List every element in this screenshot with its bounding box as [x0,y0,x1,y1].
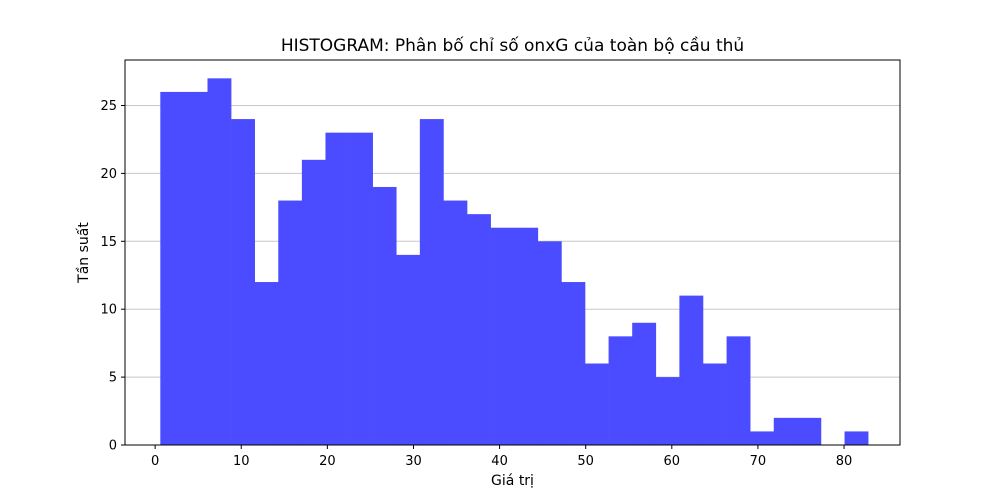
histogram-bar [655,377,680,445]
histogram-bar [844,431,869,445]
plot-frame [124,59,901,446]
y-tick-label: 15 [100,235,117,250]
y-tick-label: 25 [100,99,117,114]
y-axis-ticks: 0 5 10 15 20 25 [100,99,125,454]
histogram-bar [301,159,326,445]
y-tick-label: 10 [100,303,117,318]
histogram-bar [702,363,727,445]
x-axis-label: Giá trị [491,473,534,489]
histogram-bar [726,336,751,445]
histogram-bar [396,254,421,445]
x-tick-label: 60 [664,454,681,469]
histogram-bar [467,214,491,445]
histogram-bar [750,431,775,445]
histogram-bar [372,186,397,445]
histogram-bar [207,78,232,445]
histogram-bar [278,200,303,445]
histogram-bar [632,322,657,445]
histogram-bar [773,417,798,445]
y-tick-label: 20 [100,167,117,182]
x-tick-label: 10 [233,454,250,469]
x-axis-ticks: 0 10 20 30 40 50 60 70 80 [151,445,852,469]
histogram-bar [561,282,586,445]
histogram-bar [419,119,444,446]
y-tick-label: 0 [109,439,117,454]
x-tick-label: 0 [151,454,159,469]
y-tick-label: 5 [109,371,117,386]
x-tick-label: 80 [836,454,853,469]
x-tick-label: 40 [491,454,508,469]
histogram-bar [443,200,468,445]
x-tick-label: 20 [319,454,336,469]
histogram-bar [160,91,185,446]
histogram-bar [231,119,255,446]
histogram-bar [183,91,208,446]
x-tick-label: 70 [750,454,767,469]
histogram-bar [254,282,279,445]
histogram-bar [490,227,515,445]
histogram-bar [585,363,609,445]
histogram-bars [160,78,869,446]
x-tick-label: 30 [405,454,422,469]
y-axis-label: Tần suất [76,222,92,284]
histogram-bar [797,417,822,445]
x-tick-label: 50 [577,454,594,469]
histogram-bar [679,295,704,445]
histogram-bar [514,227,539,445]
chart-title: HISTOGRAM: Phân bố chỉ số onxG của toàn … [281,35,744,56]
histogram-bar [349,132,373,445]
histogram-bar [608,336,633,445]
histogram-bar [537,241,562,445]
histogram-bar [325,132,350,445]
